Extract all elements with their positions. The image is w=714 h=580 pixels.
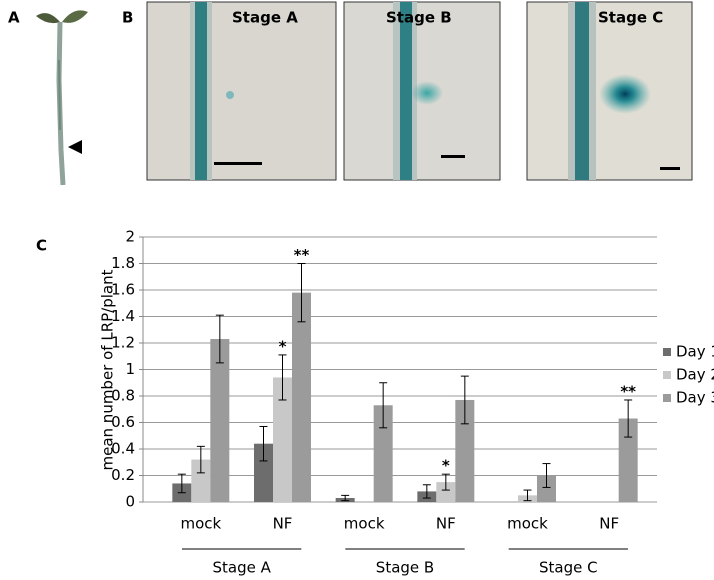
legend-swatch <box>663 348 671 356</box>
micrograph: Stage C <box>526 1 693 181</box>
group-label: Stage C <box>539 559 598 577</box>
bar <box>210 339 230 502</box>
significance: * <box>442 457 450 475</box>
panel-label: B <box>122 9 133 27</box>
legend-label: Day 1 <box>676 343 714 361</box>
y-tick-label: 0 <box>125 493 135 511</box>
bar <box>292 292 311 502</box>
group-label: Stage A <box>212 559 271 577</box>
micrograph: Stage A <box>146 1 337 181</box>
x-tick-label: NF <box>273 515 293 533</box>
y-tick-label: 1.2 <box>111 334 135 352</box>
bar <box>273 377 292 502</box>
y-tick-label: 0.2 <box>111 466 135 484</box>
significance: * <box>279 337 287 355</box>
x-tick-label: mock <box>507 515 548 533</box>
bar <box>455 399 475 502</box>
legend-label: Day 2 <box>676 366 714 384</box>
panel-label: A <box>8 9 20 27</box>
image-label: Stage C <box>598 9 663 27</box>
y-tick-label: 1 <box>125 360 135 378</box>
y-tick-label: 1.4 <box>111 307 135 325</box>
bar <box>191 459 211 502</box>
x-tick-label: NF <box>436 515 456 533</box>
significance: ** <box>620 382 636 400</box>
micrograph: Stage B <box>343 1 501 181</box>
x-tick-label: mock <box>344 515 385 533</box>
image-label: Stage B <box>386 9 452 27</box>
seedling-image <box>36 10 88 186</box>
bar <box>436 482 456 502</box>
y-tick-label: 0.6 <box>111 413 135 431</box>
significance: ** <box>294 246 310 264</box>
y-axis-title: mean number of LRP/plant <box>99 269 117 470</box>
y-tick-label: 0.8 <box>111 387 135 405</box>
bar <box>618 418 638 502</box>
legend-label: Day 3 <box>676 389 714 407</box>
x-tick-label: mock <box>180 515 221 533</box>
bar <box>537 475 556 502</box>
y-tick-label: 0.4 <box>111 440 135 458</box>
bar <box>254 443 273 502</box>
bar <box>373 405 393 502</box>
image-label: Stage A <box>232 9 298 27</box>
legend-swatch <box>663 371 671 379</box>
panel-label: C <box>36 237 47 255</box>
x-tick-label: NF <box>599 515 619 533</box>
y-tick-label: 2 <box>125 228 135 246</box>
legend-swatch <box>663 394 671 402</box>
group-label: Stage B <box>376 559 434 577</box>
y-tick-label: 1.8 <box>111 254 135 272</box>
y-tick-label: 1.6 <box>111 281 135 299</box>
